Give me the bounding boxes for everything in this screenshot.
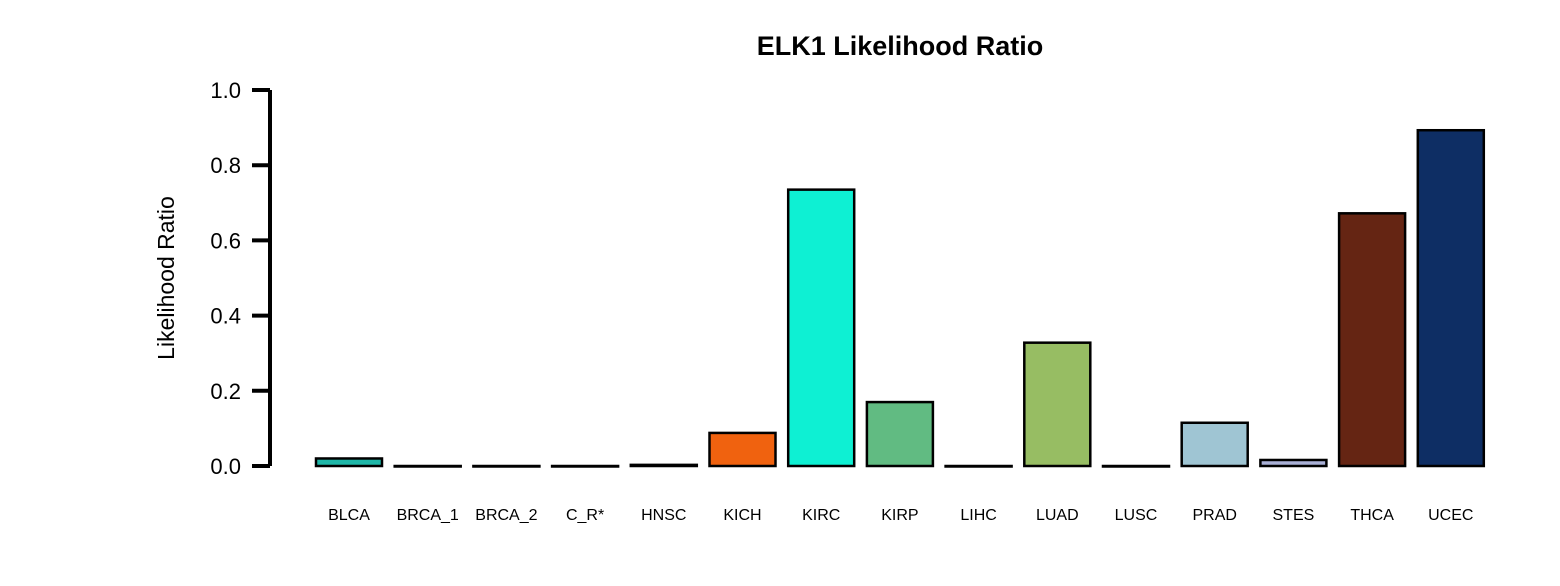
x-tick-label: BLCA — [328, 507, 370, 524]
x-tick-label: LUAD — [1036, 507, 1079, 524]
x-tick-label: THCA — [1350, 507, 1394, 524]
bar-ucec — [1416, 128, 1486, 468]
x-tick-label: KIRP — [881, 507, 918, 524]
x-axis-tick-labels: BLCA BRCA_1 BRCA_2 C_R* HNSC KICH KIRC KIRP LIHC… — [328, 507, 1473, 524]
bar-lusc — [1101, 464, 1171, 468]
x-tick-label: HNSC — [641, 507, 686, 524]
x-tick-label: KIRC — [802, 507, 840, 524]
y-axis-label: Likelihood Ratio — [153, 196, 179, 360]
bar-kich — [708, 431, 777, 468]
bar-thca — [1337, 212, 1407, 468]
bar-brca-2 — [472, 464, 541, 468]
x-tick-label: KICH — [723, 507, 761, 524]
bar-hnsc — [629, 463, 699, 468]
bar-kirp — [865, 400, 935, 468]
bar-prad — [1180, 421, 1249, 468]
x-tick-label: UCEC — [1428, 507, 1473, 524]
y-tick-label: 0.6 — [210, 228, 241, 253]
x-tick-label: LUSC — [1115, 507, 1158, 524]
x-tick-label: C_R* — [566, 507, 604, 524]
bar-brca-1 — [393, 464, 462, 468]
bar-kirc — [786, 188, 856, 468]
y-tick-label: 0.2 — [210, 379, 241, 404]
x-tick-label: PRAD — [1192, 507, 1236, 524]
y-tick-label: 0.8 — [210, 153, 241, 178]
y-tick-label: 0.0 — [210, 454, 241, 479]
x-tick-label: BRCA_2 — [475, 507, 537, 524]
y-tick-label: 1.0 — [210, 78, 241, 103]
bar-stes — [1259, 458, 1328, 468]
x-tick-label: LIHC — [960, 507, 996, 524]
x-tick-label: STES — [1273, 507, 1315, 524]
y-tick-label: 0.4 — [210, 304, 241, 329]
x-tick-label: BRCA_1 — [397, 507, 459, 524]
bar-luad — [1023, 341, 1092, 468]
bar-lihc — [944, 464, 1013, 468]
bar-blca — [314, 457, 384, 468]
bar-c-r- — [550, 464, 620, 468]
chart-title: ELK1 Likelihood Ratio — [757, 31, 1044, 61]
y-axis-ticks: 0.0 0.2 0.4 0.6 0.8 1.0 — [210, 78, 270, 479]
bars — [314, 128, 1486, 468]
